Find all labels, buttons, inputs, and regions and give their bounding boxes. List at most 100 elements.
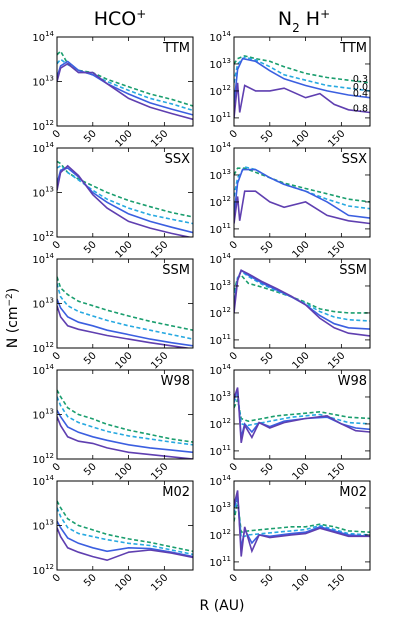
- y-tick-label: 1013: [209, 279, 231, 293]
- x-tick-label: 50: [259, 572, 276, 589]
- panel-n2h-ttm: 0.30.00.4 0.8 0 50 100 150 1011 1012 1013 1014 TTM: [209, 30, 371, 150]
- panel-n2h-w98: 0 50 100 150 1011 1012 1013 1014 W98: [209, 363, 371, 483]
- x-tick-label: 100: [290, 239, 311, 260]
- series-line-4: [234, 269, 370, 337]
- x-tick-label: 150: [149, 572, 170, 593]
- x-tick-label: 150: [149, 128, 170, 149]
- y-tick-label: 1013: [32, 408, 54, 422]
- plot-frame: [233, 258, 371, 349]
- y-tick-label: 1012: [209, 84, 231, 98]
- x-tick-label: 150: [149, 350, 170, 371]
- series-line-3: [57, 298, 193, 347]
- series-label: 0.0: [353, 82, 368, 93]
- x-axis-label: R (AU): [200, 598, 245, 614]
- panel-n2h-ssx: 0 50 100 150 1011 1012 1013 1014 SSX: [209, 141, 371, 261]
- series-line-2: [234, 497, 370, 539]
- series-line-4: [234, 190, 370, 225]
- series-line-3: [234, 269, 370, 330]
- series-line-3: [57, 60, 193, 116]
- series-line-3: [234, 168, 370, 219]
- series-line-4: [57, 164, 193, 237]
- series-line-2: [57, 283, 193, 340]
- panel-label: M02: [339, 485, 367, 500]
- series-label: 0.3: [353, 74, 368, 85]
- series-line-2: [57, 507, 193, 556]
- y-tick-label: 1012: [209, 417, 231, 431]
- y-tick-label: 1012: [32, 452, 54, 466]
- y-tick-label: 1014: [209, 30, 231, 44]
- svg-text:N2 H+: N2 H+: [278, 7, 330, 35]
- y-tick-label: 1012: [32, 341, 54, 355]
- y-tick-label: 1014: [209, 141, 231, 155]
- y-tick-label: 1014: [32, 474, 54, 488]
- y-tick-label: 1012: [209, 528, 231, 542]
- column-title-n2h: N2 H+: [278, 7, 330, 35]
- x-tick-label: 0: [51, 128, 63, 140]
- series-line-4: [57, 62, 193, 121]
- series-label: 0.8: [353, 104, 368, 115]
- y-tick-label: 1014: [32, 252, 54, 266]
- x-tick-label: 50: [259, 461, 276, 478]
- panel-label: SSX: [342, 152, 368, 167]
- series-line-4: [57, 416, 193, 459]
- x-tick-label: 150: [326, 239, 347, 260]
- x-tick-label: 0: [228, 239, 240, 251]
- panel-n2h-m02: 0 50 100 150 1011 1012 1013 1014 M02: [209, 474, 371, 594]
- x-tick-label: 0: [228, 350, 240, 362]
- x-tick-label: 0: [51, 572, 63, 584]
- panel-label: TTM: [162, 41, 190, 56]
- x-tick-label: 150: [149, 461, 170, 482]
- series-line-3: [234, 388, 370, 438]
- series-line-3: [234, 57, 370, 105]
- y-tick-label: 1014: [209, 363, 231, 377]
- series-line-3: [234, 494, 370, 549]
- x-tick-label: 0: [228, 461, 240, 473]
- plot-frame: [233, 480, 371, 571]
- y-tick-label: 1012: [209, 306, 231, 320]
- panel-label: TTM: [339, 41, 367, 56]
- series-line-4: [234, 490, 370, 557]
- y-tick-label: 1012: [32, 119, 54, 133]
- x-tick-label: 150: [326, 128, 347, 149]
- panel-label: SSM: [339, 263, 367, 278]
- series-line-4: [57, 305, 193, 348]
- x-tick-label: 50: [82, 128, 99, 145]
- y-tick-label: 1013: [209, 57, 231, 71]
- y-tick-label: 1012: [32, 230, 54, 244]
- y-tick-label: 1013: [209, 168, 231, 182]
- y-tick-label: 1014: [209, 252, 231, 266]
- panels: 0 50 100 150 1012 1013 1014 TTM 0.30.00.4 0.8 0 50 1…: [32, 30, 371, 594]
- x-tick-label: 100: [113, 128, 134, 149]
- x-tick-label: 100: [113, 572, 134, 593]
- x-tick-label: 150: [326, 461, 347, 482]
- panel-hco-w98: 0 50 100 150 1012 1013 1014 W98: [32, 363, 194, 483]
- x-tick-label: 0: [228, 128, 240, 140]
- x-tick-label: 150: [149, 239, 170, 260]
- series-line-3: [57, 409, 193, 454]
- x-tick-label: 0: [51, 239, 63, 251]
- y-tick-label: 1013: [32, 519, 54, 533]
- y-tick-label: 1011: [209, 444, 231, 458]
- x-tick-label: 50: [82, 239, 99, 256]
- series-line-4: [234, 82, 370, 118]
- y-tick-label: 1013: [32, 75, 54, 89]
- panel-label: M02: [162, 485, 190, 500]
- x-tick-label: 0: [51, 461, 63, 473]
- series-line-3: [57, 520, 193, 558]
- x-tick-label: 100: [290, 572, 311, 593]
- y-axis-label: N (cm−2): [5, 288, 21, 348]
- series-line-1: [57, 389, 193, 443]
- y-tick-label: 1014: [32, 363, 54, 377]
- y-tick-label: 1012: [32, 563, 54, 577]
- series-line-2: [57, 58, 193, 112]
- plot-frame: [233, 147, 371, 238]
- y-tick-label: 1013: [32, 297, 54, 311]
- panel-label: SSX: [165, 152, 191, 167]
- series-label: 0.4: [353, 89, 368, 100]
- series-line-1: [234, 167, 370, 203]
- x-tick-label: 150: [326, 572, 347, 593]
- y-tick-label: 1013: [209, 390, 231, 404]
- panel-label: SSM: [162, 263, 190, 278]
- panel-hco-ssx: 0 50 100 150 1012 1013 1014 SSX: [32, 141, 194, 261]
